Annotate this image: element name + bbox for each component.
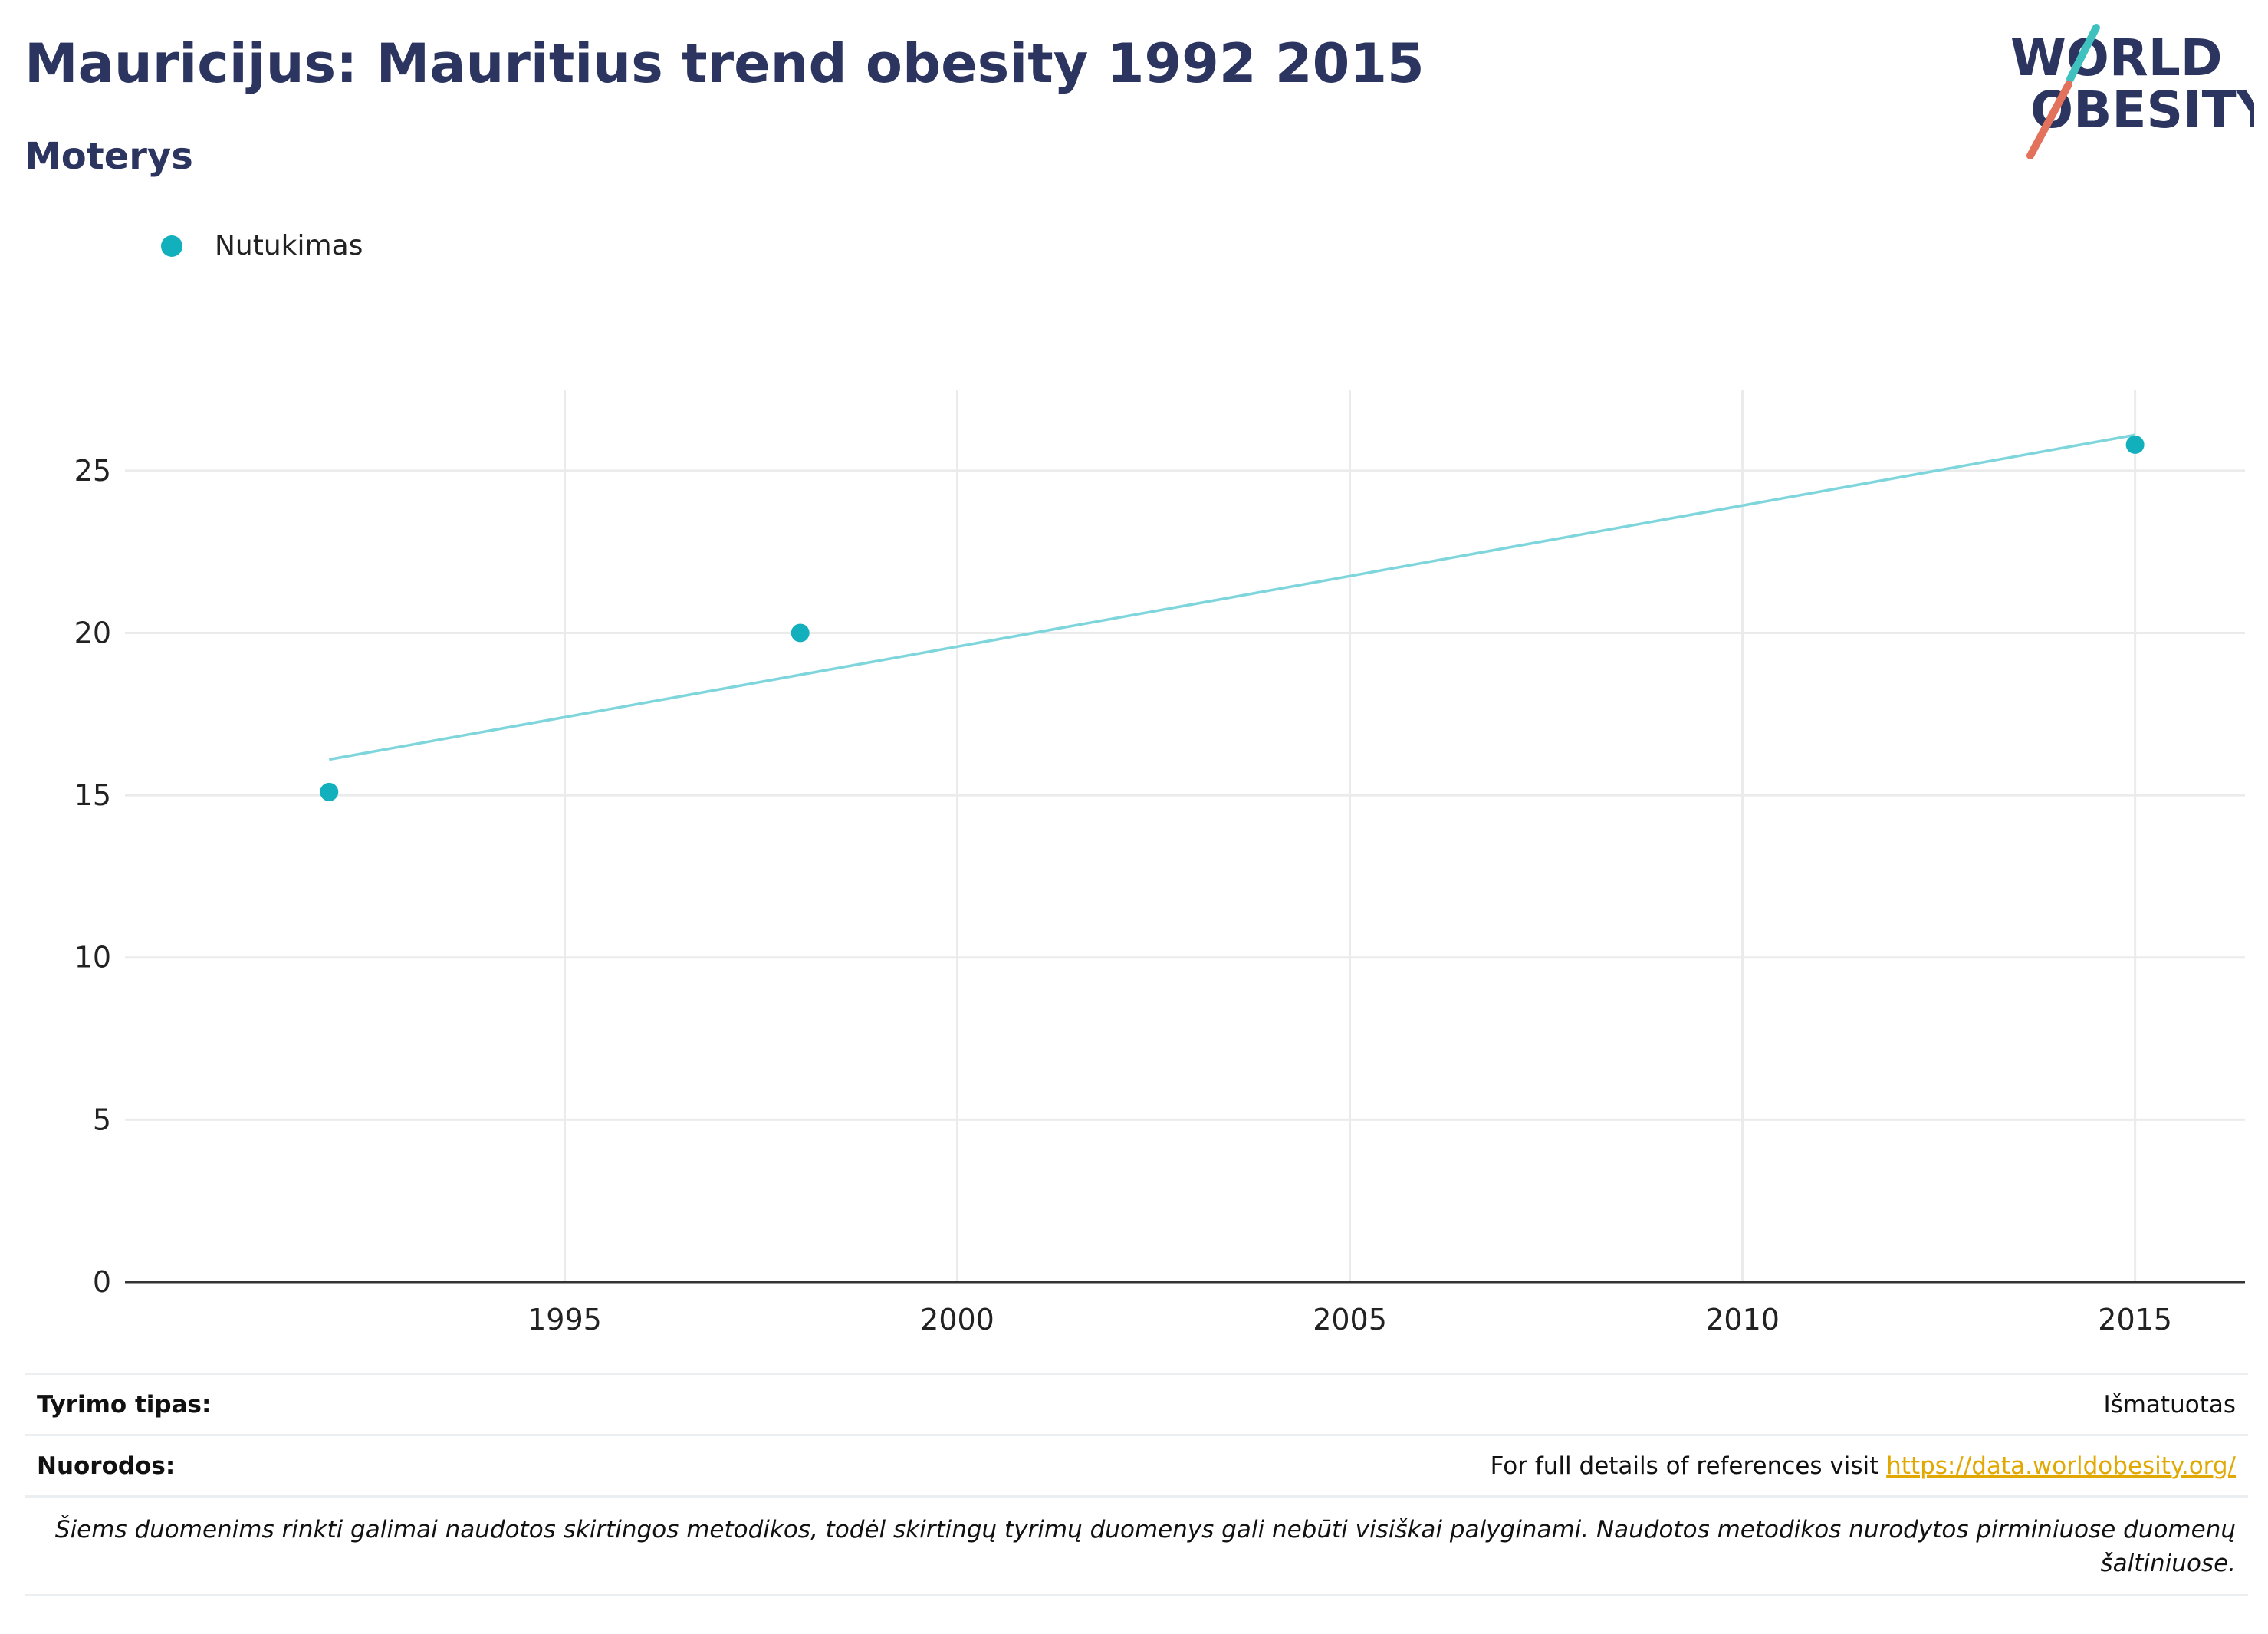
world-obesity-logo: WORLD OBESITY <box>2010 24 2254 159</box>
methodology-note: Šiems duomenims rinkti galimai naudotos … <box>25 1495 2248 1596</box>
y-tick-label: 10 <box>74 941 111 975</box>
y-tick-label: 25 <box>74 454 111 488</box>
references-link[interactable]: https://data.worldobesity.org/ <box>1886 1452 2236 1480</box>
x-tick-label: 2005 <box>1313 1303 1387 1336</box>
legend-marker <box>161 235 182 257</box>
footer-row-study-type: Tyrimo tipas: Išmatuotas <box>25 1373 2248 1434</box>
data-point <box>791 623 810 643</box>
study-type-label: Tyrimo tipas: <box>37 1390 212 1419</box>
logo-slash-teal <box>2066 24 2100 83</box>
y-tick-label: 20 <box>74 616 111 649</box>
legend: Nutukimas <box>161 230 363 261</box>
references-text: For full details of references visit <box>1490 1452 1887 1480</box>
chart-subtitle: Moterys <box>25 135 193 178</box>
data-point <box>320 782 339 801</box>
y-tick-label: 0 <box>93 1265 111 1299</box>
x-tick-label: 2000 <box>920 1303 994 1336</box>
y-tick-label: 5 <box>93 1103 111 1136</box>
logo-slash-red <box>2026 81 2072 159</box>
references-label: Nuorodos: <box>37 1452 176 1480</box>
legend-label: Nutukimas <box>215 230 363 261</box>
data-point <box>2125 435 2145 454</box>
x-tick-label: 2015 <box>2098 1303 2172 1336</box>
y-tick-label: 15 <box>74 778 111 812</box>
study-type-value: Išmatuotas <box>2103 1390 2236 1419</box>
footer-table: Tyrimo tipas: Išmatuotas Nuorodos: For f… <box>25 1373 2248 1596</box>
logo-word-world: WORLD <box>2010 28 2223 87</box>
x-tick-label: 2010 <box>1705 1303 1780 1336</box>
trend-line <box>328 433 2135 761</box>
references-value: For full details of references visit htt… <box>1491 1452 2236 1480</box>
scatter-chart: 0 5 10 15 20 25 1995 2000 2005 2010 2015 <box>74 390 2245 1336</box>
x-tick-label: 1995 <box>528 1303 602 1336</box>
footer-row-references: Nuorodos: For full details of references… <box>25 1434 2248 1495</box>
chart-title: Mauricijus: Mauritius trend obesity 1992… <box>25 32 1425 95</box>
